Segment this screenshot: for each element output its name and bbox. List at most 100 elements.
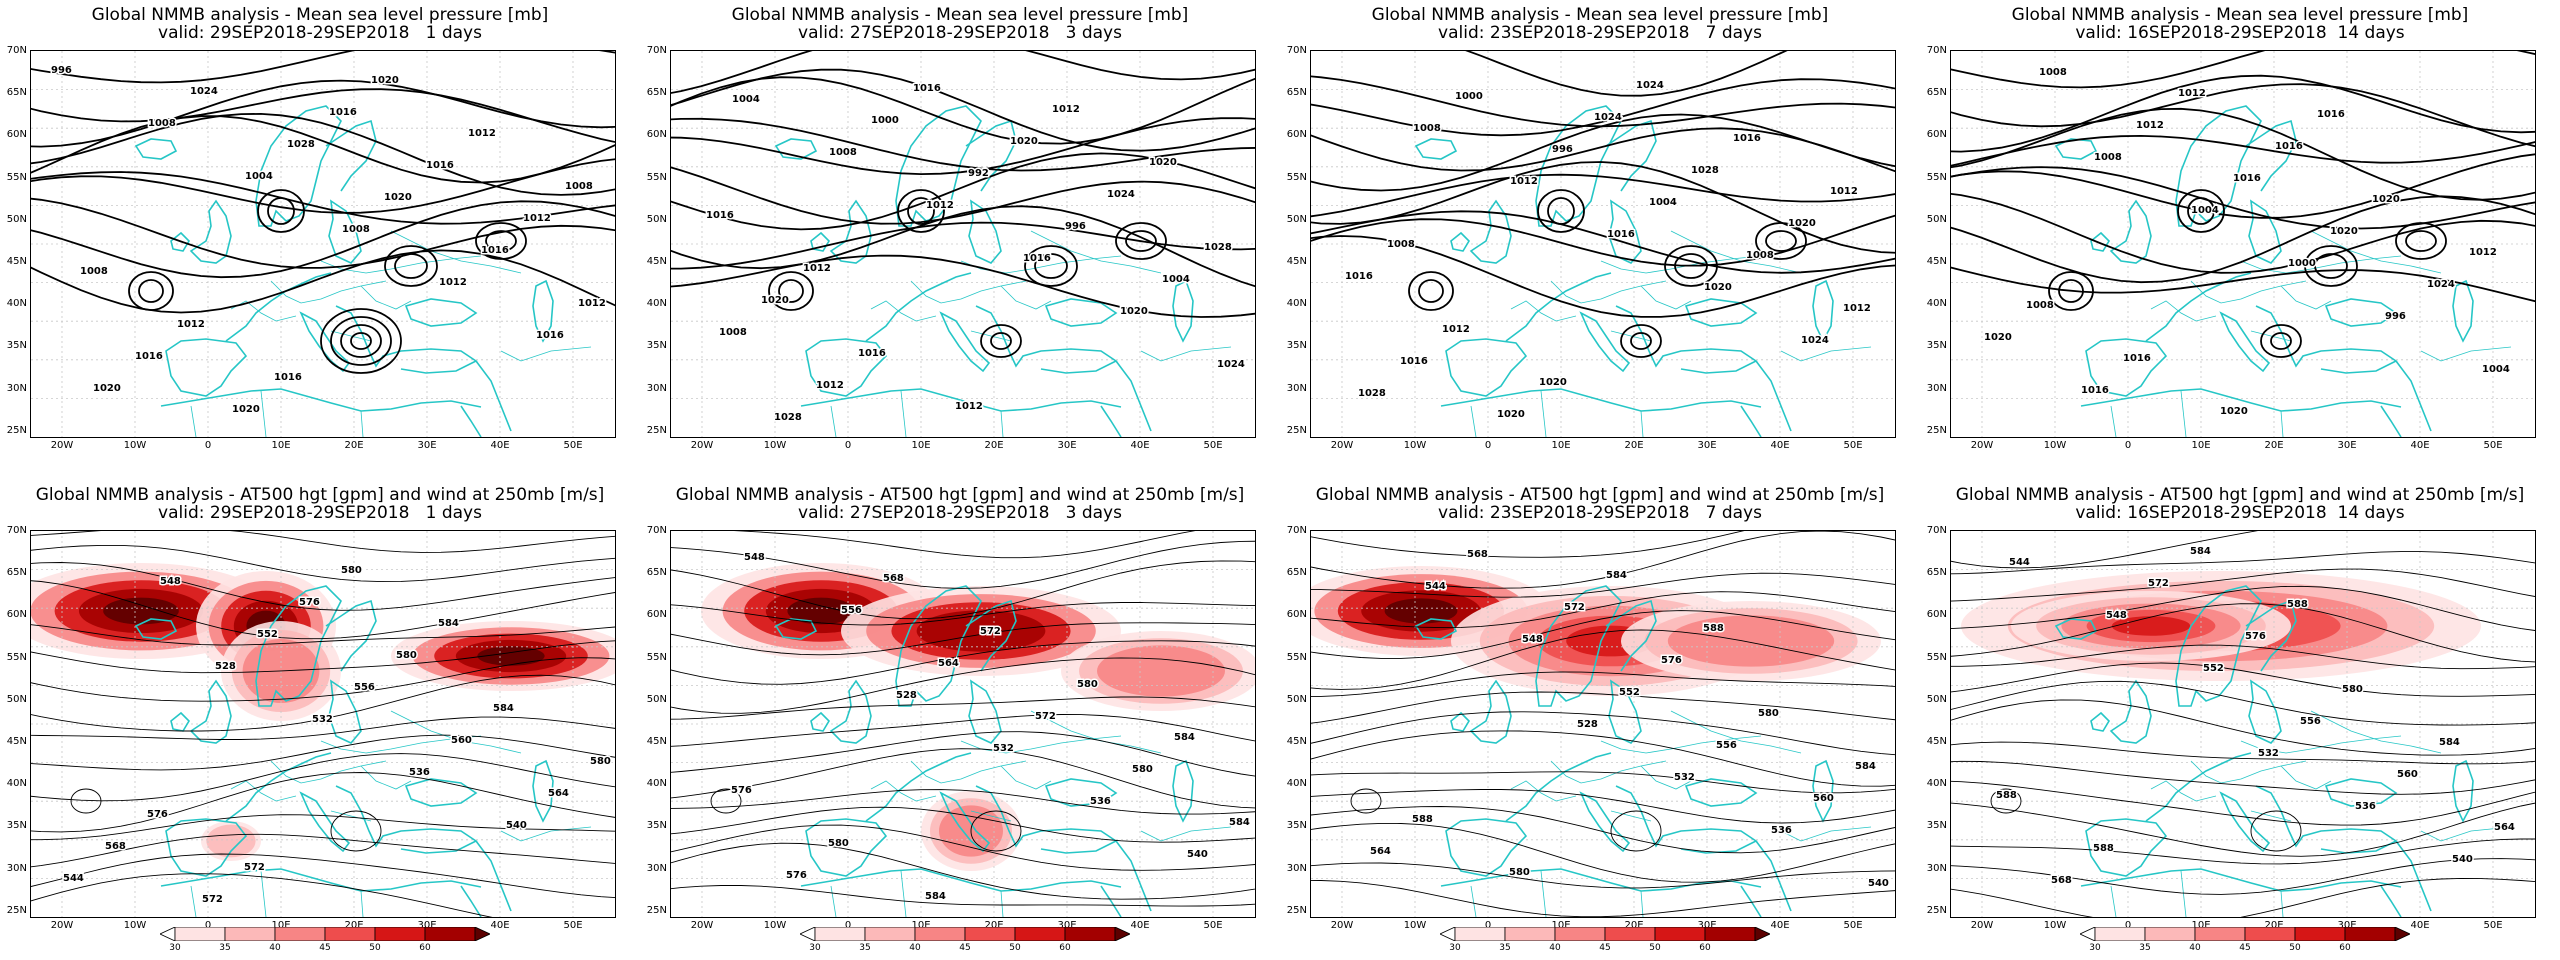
geopotential-contour [1311, 629, 1895, 690]
coastline [165, 338, 248, 397]
coastline [774, 138, 818, 160]
longitude-tick-label: 30E [1057, 920, 1077, 931]
contour-label: 544 [2009, 557, 2030, 568]
contour-label: 1004 [1162, 274, 1190, 285]
colorbar-high-arrow [1754, 927, 1770, 941]
wind-speed-colorbar: 30 35 40 45 50 60 [1440, 927, 1770, 955]
coastline [1450, 711, 1471, 732]
colorbar-tick-label: 50 [1649, 943, 1661, 953]
panel-subtitle: valid: 27SEP2018-29SEP2018 3 days [798, 503, 1122, 523]
contour-label: 1016 [913, 83, 941, 94]
colorbar-segment [174, 927, 226, 941]
coastline [829, 679, 872, 744]
country-border [230, 780, 297, 802]
contour-label: 576 [147, 809, 168, 820]
longitude-tick-label: 50E [1843, 440, 1863, 451]
contour-label: 1024 [190, 86, 218, 97]
latitude-tick-label: 45N [6, 256, 27, 267]
coastline [1440, 388, 1762, 412]
coastline [2054, 138, 2098, 160]
country-border [330, 330, 372, 342]
coastline [1605, 599, 1657, 672]
country-border [360, 410, 364, 437]
contour-label: 540 [1868, 878, 1889, 889]
coastline [1740, 405, 1762, 437]
longitude-tick-label: 10E [2191, 440, 2211, 451]
contour-label: 1004 [1649, 197, 1677, 208]
longitude-tick-label: 20W [50, 920, 74, 931]
country-border [2190, 760, 2307, 784]
contour-label: 540 [506, 820, 527, 831]
latitude-tick-label: 55N [6, 171, 27, 183]
country-border [970, 330, 1012, 342]
colorbar-segment [274, 927, 326, 941]
colorbar-tick-label: 40 [269, 943, 281, 953]
contour-label: 1012 [1830, 186, 1858, 197]
isobar [990, 332, 1012, 350]
latitude-tick-label: 55N [1286, 651, 1307, 663]
isobar [1418, 279, 1444, 303]
geopotential-contour [1311, 806, 1895, 854]
coastline [325, 119, 377, 192]
contour-label: 572 [980, 626, 1001, 637]
colorbar-svg [160, 927, 490, 941]
country-border [190, 885, 197, 917]
contour-label: 580 [1758, 708, 1779, 719]
map-plot-area: 532 536 540 544 548 552 556 560 564 568 572 576 580 5… [1950, 530, 2536, 918]
isobar [768, 271, 814, 311]
contour-label: 580 [1509, 867, 1530, 878]
geopotential-contour [671, 731, 1255, 777]
latitude-tick-label: 45N [1926, 256, 1947, 267]
panel-title: Global NMMB analysis - AT500 hgt [gpm] a… [1315, 485, 1885, 505]
colorbar-segment [2294, 927, 2346, 941]
country-border [870, 300, 937, 322]
coastline [774, 618, 818, 640]
contour-label: 1020 [2220, 406, 2248, 417]
latitude-tick-label: 50N [6, 213, 27, 225]
coastline [1044, 298, 1118, 327]
geopotential-contour [1311, 771, 1895, 794]
geopotential-contour [671, 714, 1255, 747]
longitude-tick-label: 20E [1624, 440, 1644, 451]
contour-label: 1012 [439, 277, 467, 288]
longitude-tick-label: 10W [1403, 920, 1427, 931]
isobar [1547, 197, 1575, 225]
coastline [225, 752, 332, 822]
wind-speed-shading [206, 824, 256, 858]
country-border [1600, 735, 1762, 754]
coastline [2248, 199, 2282, 264]
latitude-tick-label: 70N [6, 525, 27, 536]
isobar [1765, 230, 1797, 252]
latitude-tick-label: 30N [1926, 382, 1947, 394]
contour-label: 1016 [2317, 109, 2345, 120]
coastline [532, 279, 554, 343]
geopotential-contour [671, 885, 1255, 907]
colorbar-segment [424, 927, 476, 941]
contour-label: 1012 [1052, 104, 1080, 115]
geopotential-contour [1311, 591, 1895, 629]
contour-label: 576 [786, 870, 807, 881]
contour-label: 1008 [2039, 67, 2067, 78]
country-border [1610, 330, 1652, 342]
latitude-tick-label: 25N [1286, 424, 1307, 436]
latitude-tick-label: 70N [1926, 525, 1947, 536]
wind-speed-shading [787, 597, 855, 625]
wind-speed-shading [103, 597, 179, 625]
contour-label: 576 [1661, 655, 1682, 666]
coastline [160, 868, 482, 892]
contour-label: 568 [2051, 875, 2072, 886]
coastline [2109, 679, 2152, 744]
isobar [778, 279, 804, 303]
map-svg: 528 532 536 540 544 548 552 556 560 564 568 572 576 5… [31, 531, 615, 917]
isobar [671, 205, 1255, 288]
colorbar-segment [1064, 927, 1116, 941]
map-plot-area: 1004 1008 1012 1016 1020 1024 1028 1000 992 996 10… [670, 50, 1256, 438]
isobar [31, 51, 615, 84]
country-border [1470, 885, 1477, 917]
contour-label: 1020 [1984, 332, 2012, 343]
coastline [532, 759, 554, 823]
latitude-tick-label: 35N [646, 820, 667, 832]
colorbar-tick-label: 50 [369, 943, 381, 953]
geopotential-contour [1951, 780, 2535, 826]
contour-label: 1012 [816, 380, 844, 391]
